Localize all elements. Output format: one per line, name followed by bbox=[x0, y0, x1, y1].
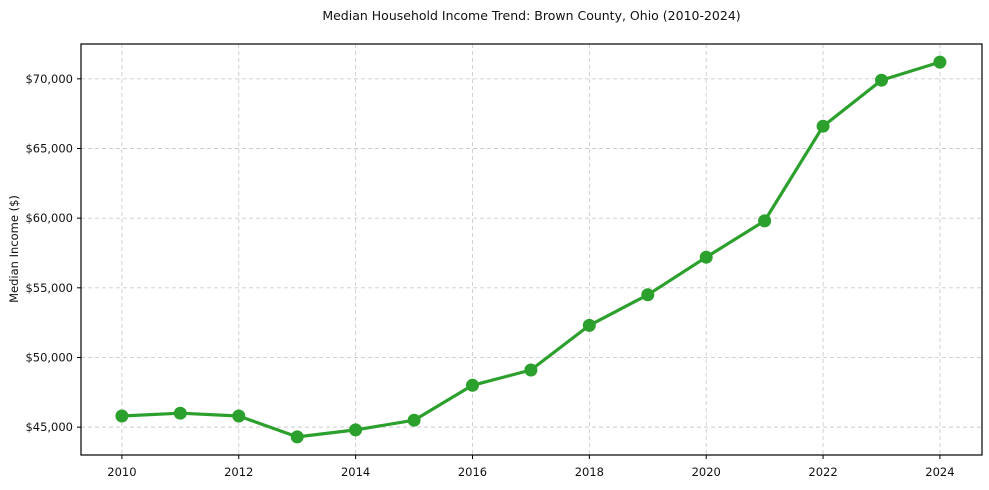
data-point-2021 bbox=[758, 214, 772, 228]
x-tick-label: 2016 bbox=[458, 465, 487, 479]
x-tick-label: 2012 bbox=[224, 465, 253, 479]
y-tick-label: $70,000 bbox=[25, 72, 73, 86]
data-point-2011 bbox=[173, 406, 187, 420]
data-point-2015 bbox=[407, 413, 421, 427]
data-point-2023 bbox=[875, 73, 888, 87]
data-point-2016 bbox=[466, 378, 479, 392]
y-tick-label: $60,000 bbox=[25, 211, 73, 225]
x-tick-label: 2022 bbox=[808, 465, 837, 479]
data-point-2019 bbox=[641, 288, 655, 302]
plot-border bbox=[80, 43, 983, 456]
y-tick-label: $55,000 bbox=[25, 281, 73, 295]
chart-title: Median Household Income Trend: Brown Cou… bbox=[322, 8, 741, 23]
data-point-2017 bbox=[524, 363, 538, 377]
x-tick-label: 2020 bbox=[692, 465, 721, 479]
data-point-2020 bbox=[699, 250, 713, 264]
x-tick-label: 2018 bbox=[575, 465, 604, 479]
data-point-2010 bbox=[115, 409, 129, 423]
y-tick-label: $45,000 bbox=[25, 420, 73, 434]
x-tick-label: 2014 bbox=[341, 465, 370, 479]
data-point-2014 bbox=[349, 423, 363, 437]
data-point-2013 bbox=[290, 430, 304, 444]
data-point-2024 bbox=[933, 55, 947, 69]
x-tick-label: 2010 bbox=[107, 465, 136, 479]
x-tick-label: 2024 bbox=[925, 465, 954, 479]
y-tick-label: $65,000 bbox=[25, 141, 73, 155]
data-point-2018 bbox=[582, 318, 596, 332]
data-point-2012 bbox=[232, 409, 246, 423]
y-tick-label: $50,000 bbox=[25, 350, 73, 364]
trend-line bbox=[120, 60, 942, 439]
data-point-2022 bbox=[816, 119, 830, 133]
